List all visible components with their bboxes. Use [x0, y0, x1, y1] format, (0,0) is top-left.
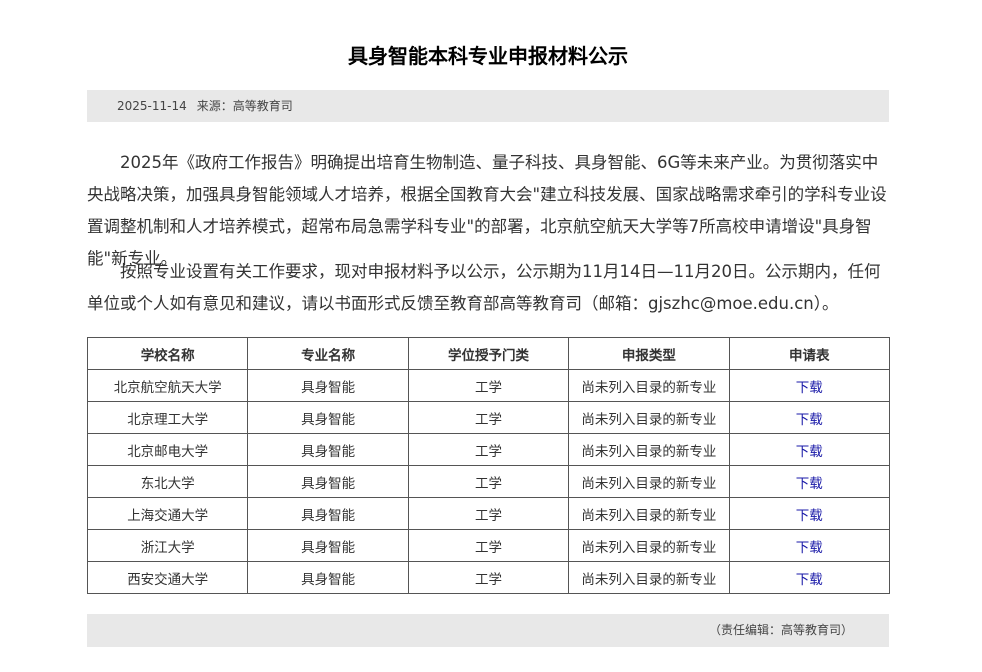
- download-cell: 下载: [728, 529, 891, 562]
- table-cell: 工学: [407, 529, 570, 562]
- download-link[interactable]: 下载: [795, 411, 823, 428]
- table-row: 北京邮电大学 具身智能 工学 尚未列入目录的新专业 下载: [86, 433, 891, 466]
- download-link[interactable]: 下载: [795, 379, 823, 396]
- table-cell: 尚未列入目录的新专业: [568, 433, 730, 466]
- page-title: 具身智能本科专业申报材料公示: [348, 44, 628, 68]
- table-cell: 具身智能: [247, 561, 409, 594]
- table-cell: 浙江大学: [86, 529, 249, 562]
- table-row: 浙江大学 具身智能 工学 尚未列入目录的新专业 下载: [86, 529, 891, 562]
- table-cell: 尚未列入目录的新专业: [568, 369, 730, 402]
- table-cell: 具身智能: [247, 401, 409, 434]
- table-cell: 北京航空航天大学: [86, 369, 249, 402]
- paragraph-1: 2025年《政府工作报告》明确提出培育生物制造、量子科技、具身智能、6G等未来产…: [87, 153, 887, 268]
- table-cell: 具身智能: [247, 529, 409, 562]
- applications-table: 学校名称 专业名称 学位授予门类 申报类型 申请表 北京航空航天大学 具身智能 工学 尚未列入…: [86, 337, 891, 594]
- table-cell: 北京理工大学: [86, 401, 249, 434]
- table-cell: 工学: [407, 401, 570, 434]
- table-cell: 具身智能: [247, 497, 409, 530]
- table-cell: 尚未列入目录的新专业: [568, 561, 730, 594]
- table-cell: 尚未列入目录的新专业: [568, 401, 730, 434]
- table-cell: 工学: [407, 497, 570, 530]
- table-cell: 上海交通大学: [86, 497, 249, 530]
- download-link[interactable]: 下载: [795, 475, 823, 492]
- column-header: 学校名称: [86, 337, 249, 370]
- table-row: 北京理工大学 具身智能 工学 尚未列入目录的新专业 下载: [86, 401, 891, 434]
- download-cell: 下载: [728, 497, 891, 530]
- column-header: 专业名称: [247, 337, 409, 370]
- table-row: 上海交通大学 具身智能 工学 尚未列入目录的新专业 下载: [86, 497, 891, 530]
- table-cell: 北京邮电大学: [86, 433, 249, 466]
- table-row: 东北大学 具身智能 工学 尚未列入目录的新专业 下载: [86, 465, 891, 498]
- source: 来源：高等教育司: [196, 99, 293, 113]
- column-header: 申报类型: [568, 337, 730, 370]
- download-link[interactable]: 下载: [795, 507, 823, 524]
- column-header: 申请表: [728, 337, 891, 370]
- table-cell: 东北大学: [86, 465, 249, 498]
- column-header: 学位授予门类: [407, 337, 570, 370]
- table-cell: 尚未列入目录的新专业: [568, 529, 730, 562]
- footer-bar: （责任编辑：高等教育司）: [87, 614, 889, 647]
- table-cell: 具身智能: [247, 369, 409, 402]
- table-cell: 工学: [407, 465, 570, 498]
- table-cell: 尚未列入目录的新专业: [568, 497, 730, 530]
- table-cell: 工学: [407, 433, 570, 466]
- table-cell: 工学: [407, 369, 570, 402]
- meta-bar: 2025-11-14 来源：高等教育司: [87, 90, 889, 122]
- download-cell: 下载: [728, 561, 891, 594]
- download-link[interactable]: 下载: [795, 571, 823, 588]
- table-header-row: 学校名称 专业名称 学位授予门类 申报类型 申请表: [86, 337, 891, 370]
- table-cell: 具身智能: [247, 433, 409, 466]
- responsible-editor: （责任编辑：高等教育司）: [708, 623, 853, 637]
- table-cell: 尚未列入目录的新专业: [568, 465, 730, 498]
- table-cell: 西安交通大学: [86, 561, 249, 594]
- download-cell: 下载: [728, 369, 891, 402]
- download-link[interactable]: 下载: [795, 443, 823, 460]
- download-cell: 下载: [728, 465, 891, 498]
- download-cell: 下载: [728, 401, 891, 434]
- table-cell: 工学: [407, 561, 570, 594]
- download-cell: 下载: [728, 433, 891, 466]
- paragraph-2: 按照专业设置有关工作要求，现对申报材料予以公示，公示期为11月14日—11月20…: [87, 262, 881, 313]
- publish-date: 2025-11-14: [117, 99, 187, 113]
- table-row: 北京航空航天大学 具身智能 工学 尚未列入目录的新专业 下载: [86, 369, 891, 402]
- table-row: 西安交通大学 具身智能 工学 尚未列入目录的新专业 下载: [86, 561, 891, 594]
- table-cell: 具身智能: [247, 465, 409, 498]
- download-link[interactable]: 下载: [795, 539, 823, 556]
